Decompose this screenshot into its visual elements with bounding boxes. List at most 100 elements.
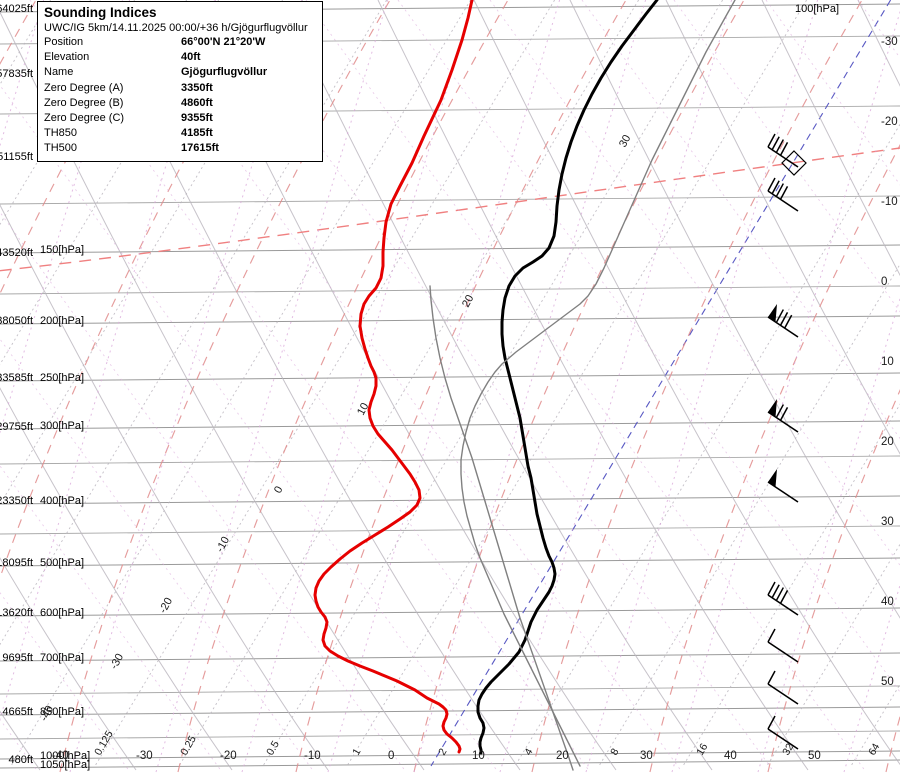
- barb-pennant: [768, 399, 777, 417]
- isotherm-line: [0, 0, 387, 646]
- barb-pennant: [768, 304, 777, 322]
- panel-row-key: Zero Degree (C): [44, 112, 125, 125]
- bottom-temperature-label: 30: [640, 750, 653, 762]
- isotherm-line: [0, 0, 303, 506]
- altitude-label: 57835ft: [0, 68, 33, 80]
- dry-adiabat-line: [0, 387, 233, 771]
- isobar-line-minor: [0, 455, 900, 465]
- mixing-ratio-line: [241, 0, 475, 773]
- isotherm-line: [430, 0, 892, 767]
- panel-row: Zero Degree (B) 4860ft: [44, 96, 317, 111]
- altitude-label: 9695ft: [2, 652, 33, 664]
- barb-shaft: [767, 641, 799, 663]
- barb-full: [784, 314, 793, 329]
- isotherm-line: [262, 0, 723, 767]
- bottom-temperature-label: -10: [304, 750, 321, 762]
- isobar-line: [0, 652, 900, 662]
- series-parcel-path-upper: [429, 285, 574, 771]
- panel-row-value: 40ft: [181, 51, 201, 64]
- pressure-label: 700[hPa]: [40, 652, 84, 664]
- dry-adiabat-line: [281, 0, 713, 771]
- mixing-ratio-line: [671, 10, 900, 773]
- isotherm-line: [178, 0, 639, 767]
- isotherm-line: [10, 0, 471, 767]
- barb-full: [775, 587, 784, 601]
- moist-adiabat-line: [295, 0, 627, 773]
- series-layer: [313, 0, 736, 771]
- barb-full: [767, 581, 776, 596]
- right-temperature-label: 20: [881, 436, 894, 448]
- dry-adiabat-line: [569, 0, 900, 619]
- altitude-label: 4665ft: [2, 706, 33, 718]
- moist-adiabat-line: [0, 0, 273, 580]
- wind-barb: [767, 177, 799, 212]
- isobar-line: [0, 607, 900, 617]
- panel-row-key: Position: [44, 36, 84, 48]
- barb-full: [767, 177, 776, 192]
- panel-row-key: Zero Degree (B): [44, 96, 124, 109]
- right-temperature-label: -30: [881, 36, 898, 48]
- axis-label-layer: 64025ft 57835ft 51155ft 43520ft 38050ft 33585…: [0, 3, 898, 771]
- isobar-line-minor: [0, 195, 900, 205]
- isotherm-line: [514, 123, 900, 767]
- dry-adiabat-line: [665, 0, 900, 455]
- bottom-temperature-label: 20: [556, 750, 569, 762]
- dry-adiabat-line: [0, 204, 329, 771]
- pressure-label: 250[hPa]: [40, 372, 84, 384]
- moist-adiabat-line: [649, 144, 900, 773]
- wind-barb: [767, 469, 799, 503]
- panel-rows: Position 66°00'N 21°20'W Elevation 40ft Name…: [44, 35, 317, 157]
- barb-full: [779, 406, 789, 421]
- panel-row-value: Gjögurflugvöllur: [181, 66, 268, 79]
- mixing-ratio-label: 16: [694, 741, 710, 757]
- right-temperature-label: 0: [881, 276, 887, 288]
- panel-row-value: 3350ft: [181, 81, 213, 94]
- barb-full: [775, 309, 784, 323]
- wind-barb: [767, 628, 799, 663]
- isotherm-line: [94, 0, 555, 767]
- bottom-temperature-label: 40: [724, 750, 737, 762]
- isotherm-line: [598, 263, 900, 767]
- wind-barb: [767, 133, 807, 176]
- mixing-ratio-line: [757, 296, 900, 773]
- barb-shaft: [767, 411, 799, 433]
- mixing-ratio-label: 1: [350, 746, 363, 757]
- bottom-temperature-label: -30: [136, 750, 153, 762]
- mixing-ratio-label: 2: [436, 746, 449, 757]
- pressure-label: 1050[hPa]: [40, 759, 90, 771]
- barb-full: [767, 628, 776, 643]
- pressure-label: 850[hPa]: [40, 706, 84, 718]
- panel-row-key: TH850: [44, 127, 78, 140]
- barb-shaft: [767, 146, 799, 168]
- panel-row-value: 66°00'N 21°20'W: [181, 36, 266, 48]
- mixing-ratio-line: [69, 0, 303, 773]
- sounding-indices-panel: Sounding Indices UWC/IG 5km/14.11.2025 0…: [37, 1, 323, 162]
- barb-full: [771, 136, 780, 151]
- barb-shaft: [767, 190, 799, 212]
- isobar-line: [0, 759, 900, 769]
- panel-row: Zero Degree (A) 3350ft: [44, 81, 317, 96]
- altitude-label: 51155ft: [0, 151, 33, 163]
- right-temperature-label: 10: [881, 356, 894, 368]
- moist-adiabat-label: 0: [272, 484, 285, 495]
- isobar-line: [0, 706, 900, 716]
- barb-shaft: [767, 481, 799, 503]
- series-dewpoint: [313, 0, 474, 754]
- right-temperature-label: 30: [881, 516, 894, 528]
- panel-subtitle: UWC/IG 5km/14.11.2025 00:00/+36 h/Gjögur…: [44, 22, 308, 34]
- panel-row: Zero Degree (C) 9355ft: [44, 111, 317, 126]
- altitude-label: 480ft: [9, 754, 33, 766]
- right-temperature-label: -10: [881, 196, 898, 208]
- mixing-ratio-line: [0, 0, 131, 434]
- barb-full: [779, 185, 789, 200]
- bottom-temperature-label: -40: [52, 750, 69, 762]
- barb-full: [767, 670, 776, 685]
- panel-row-key: Elevation: [44, 51, 90, 64]
- panel-row: Position 66°00'N 21°20'W: [44, 35, 317, 50]
- pressure-label: 600[hPa]: [40, 607, 84, 619]
- isobar-line: [0, 420, 900, 430]
- series-temperature: [476, 0, 659, 755]
- mixing-ratio-line: [155, 0, 389, 773]
